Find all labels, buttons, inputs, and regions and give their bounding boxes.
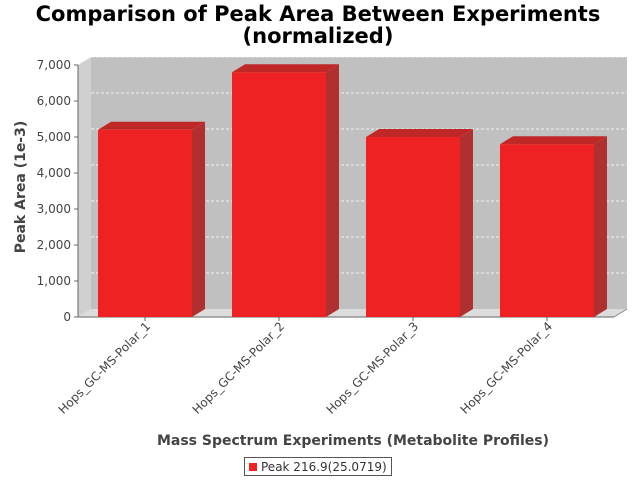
bar-top bbox=[366, 129, 473, 137]
bars bbox=[98, 64, 607, 317]
legend: Peak 216.9(25.0719) bbox=[244, 457, 392, 476]
bar bbox=[500, 136, 607, 317]
plot-side-wall bbox=[78, 57, 91, 317]
x-tick-label: Hops_GC-MS-Polar_2 bbox=[190, 319, 288, 417]
chart-title-line1: Comparison of Peak Area Between Experime… bbox=[36, 2, 601, 26]
bar-side bbox=[594, 136, 607, 317]
legend-label: Peak 216.9(25.0719) bbox=[261, 459, 387, 474]
bar-top bbox=[98, 121, 205, 130]
y-tick-label: 4,000 bbox=[37, 166, 71, 180]
bar-side bbox=[192, 121, 205, 317]
x-axis-ticks: Hops_GC-MS-Polar_1 Hops_GC-MS-Polar_2 Hops… bbox=[56, 317, 556, 417]
bar bbox=[232, 64, 339, 317]
y-axis: 0 1,000 2,000 3,000 4,000 5,000 6,000 7,000 bbox=[37, 58, 79, 324]
bar bbox=[366, 129, 473, 317]
plot-floor-edge bbox=[613, 308, 628, 318]
y-tick-label: 6,000 bbox=[37, 94, 71, 108]
y-tick-label: 3,000 bbox=[37, 202, 71, 216]
plot-floor bbox=[78, 309, 627, 317]
chart-title-line2: (normalized) bbox=[243, 24, 394, 48]
bar-side bbox=[460, 129, 473, 317]
x-tick-label: Hops_GC-MS-Polar_1 bbox=[56, 319, 154, 417]
x-tick-label: Hops_GC-MS-Polar_4 bbox=[458, 319, 556, 417]
y-tick-label: 2,000 bbox=[37, 238, 71, 252]
x-axis-label: Mass Spectrum Experiments (Metabolite Pr… bbox=[157, 433, 549, 449]
bar-top bbox=[500, 136, 607, 145]
bar-top bbox=[232, 64, 339, 73]
bar-front bbox=[366, 137, 460, 317]
bar-front bbox=[500, 144, 594, 317]
x-tick-label: Hops_GC-MS-Polar_3 bbox=[324, 319, 422, 417]
y-tick-label: 1,000 bbox=[37, 274, 71, 288]
y-tick-label: 7,000 bbox=[37, 58, 71, 72]
legend-swatch bbox=[249, 462, 257, 471]
bar-front bbox=[232, 72, 326, 317]
y-tick-label: 5,000 bbox=[37, 130, 71, 144]
y-axis-label: Peak Area (1e-3) bbox=[13, 121, 29, 254]
bar bbox=[98, 121, 205, 317]
bar-front bbox=[98, 129, 192, 317]
y-tick-label: 0 bbox=[63, 310, 71, 324]
bar-side bbox=[326, 64, 339, 317]
